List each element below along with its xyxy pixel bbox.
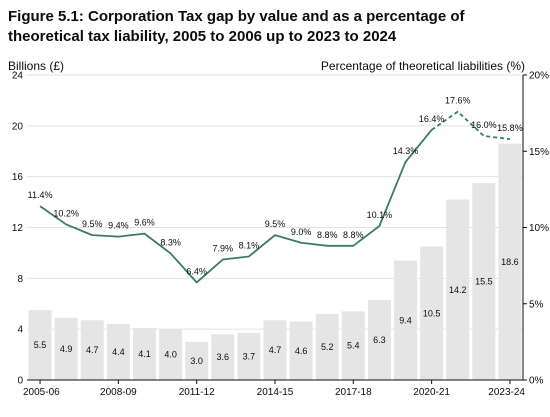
bar [106,324,130,380]
line-value-label: 7.9% [213,244,234,254]
axes: 0 4 8 12 16 20 24 0% 5% 10% 15% 20% 2005-06 2008-09 20… [12,71,549,399]
point-labels: 11.4%10.2%9.5% 9.4% 9.6%8.3%6.4%7.9% 8.1%9.… [28,96,523,277]
bar [394,260,418,380]
bar [54,317,78,380]
left-axis-tick-label: 16 [12,172,24,183]
line-value-label: 9.5% [265,219,286,229]
left-axis-tick-label: 0 [17,376,23,387]
bar [185,341,209,380]
left-axis-title: Billions (£) [8,59,64,73]
x-axis-tick-label: 2023-24 [488,387,525,398]
line-value-label: 9.5% [82,219,103,229]
bar-value-label: 5.4 [347,341,360,351]
x-axis-tick-label: 2008-09 [100,387,137,398]
line-value-label: 10.2% [53,208,79,218]
bar-value-label: 3.7 [243,351,256,361]
bar-value-label: 5.5 [34,340,47,350]
bar [237,332,261,380]
bar [263,320,287,380]
bar-value-label: 10.5 [423,308,441,318]
bar-labels: 5.5 4.9 4.7 4.4 4.1 4.0 3.0 3.6 3.7 4.7 4.6 5.2 5.4 6… [34,257,519,366]
chart-title: Figure 5.1: Corporation Tax gap by value… [8,8,465,45]
line-value-label: 8.3% [160,237,181,247]
bar-value-label: 18.6 [501,257,519,267]
bar [315,313,339,380]
x-axis-tick-label: 2017-18 [335,387,372,398]
right-axis-tick-label: 0% [529,376,544,387]
line-value-label: 16.4% [419,114,445,124]
left-axis-tick-label: 4 [17,325,23,336]
x-axis-tick-label: 2014-15 [257,387,294,398]
bar-value-label: 4.7 [269,345,282,355]
bar-value-label: 6.3 [373,335,386,345]
right-axis-tick-label: 10% [529,223,549,234]
bar [211,334,235,380]
bar-value-label: 5.2 [321,342,334,352]
bars [28,143,522,380]
bar-value-label: 15.5 [475,277,493,287]
line-value-label: 9.0% [291,227,312,237]
line-value-label: 15.8% [497,123,523,133]
bar-value-label: 14.2 [449,285,467,295]
x-axis-tick-label: 2020-21 [413,387,450,398]
left-axis-tick-label: 20 [12,121,24,132]
bar [367,299,391,380]
bar-value-label: 4.6 [295,346,308,356]
bar [28,310,52,380]
line-value-label: 6.4% [186,266,207,276]
bar-value-label: 4.0 [164,350,177,360]
line-solid [39,129,433,284]
line-value-label: 11.4% [28,190,53,200]
bar-value-label: 4.4 [112,347,125,357]
x-axis-tick-label: 2011-12 [179,387,215,398]
x-axis-tick-label: 2005-06 [23,387,60,398]
bar-value-label: 4.9 [60,344,73,354]
bar [446,199,470,380]
line-value-label: 8.1% [239,240,260,250]
line-value-label: 14.3% [393,146,419,156]
bar [80,320,104,380]
bar-value-label: 3.0 [190,356,203,366]
right-axis-tick-label: 15% [529,147,549,158]
line-value-label: 9.4% [108,221,129,231]
bar-value-label: 3.6 [217,352,230,362]
bar [420,246,444,380]
line-series [39,110,511,284]
bar-value-label: 9.4 [399,315,412,325]
line-value-label: 8.8% [317,230,338,240]
bar-value-label: 4.7 [86,345,99,355]
left-axis-tick-label: 8 [17,274,23,285]
bar [498,143,522,380]
line-dashed [431,110,511,140]
right-axis-tick-label: 5% [529,299,544,310]
bar [132,327,156,380]
right-axis-tick-label: 20% [529,71,549,82]
bar [472,183,496,380]
line-value-label: 8.8% [343,230,364,240]
left-axis-tick-label: 12 [12,223,24,234]
line-value-label: 17.6% [445,96,471,106]
bar [341,311,365,380]
bar-value-label: 4.1 [138,349,151,359]
bar [289,321,313,380]
bar [159,329,183,380]
right-axis-title: Percentage of theoretical liabilities (%… [321,59,525,73]
line-value-label: 10.1% [367,210,393,220]
line-value-label: 16.0% [471,120,497,130]
left-axis-tick-label: 24 [12,71,24,82]
line-value-label: 9.6% [134,218,155,228]
